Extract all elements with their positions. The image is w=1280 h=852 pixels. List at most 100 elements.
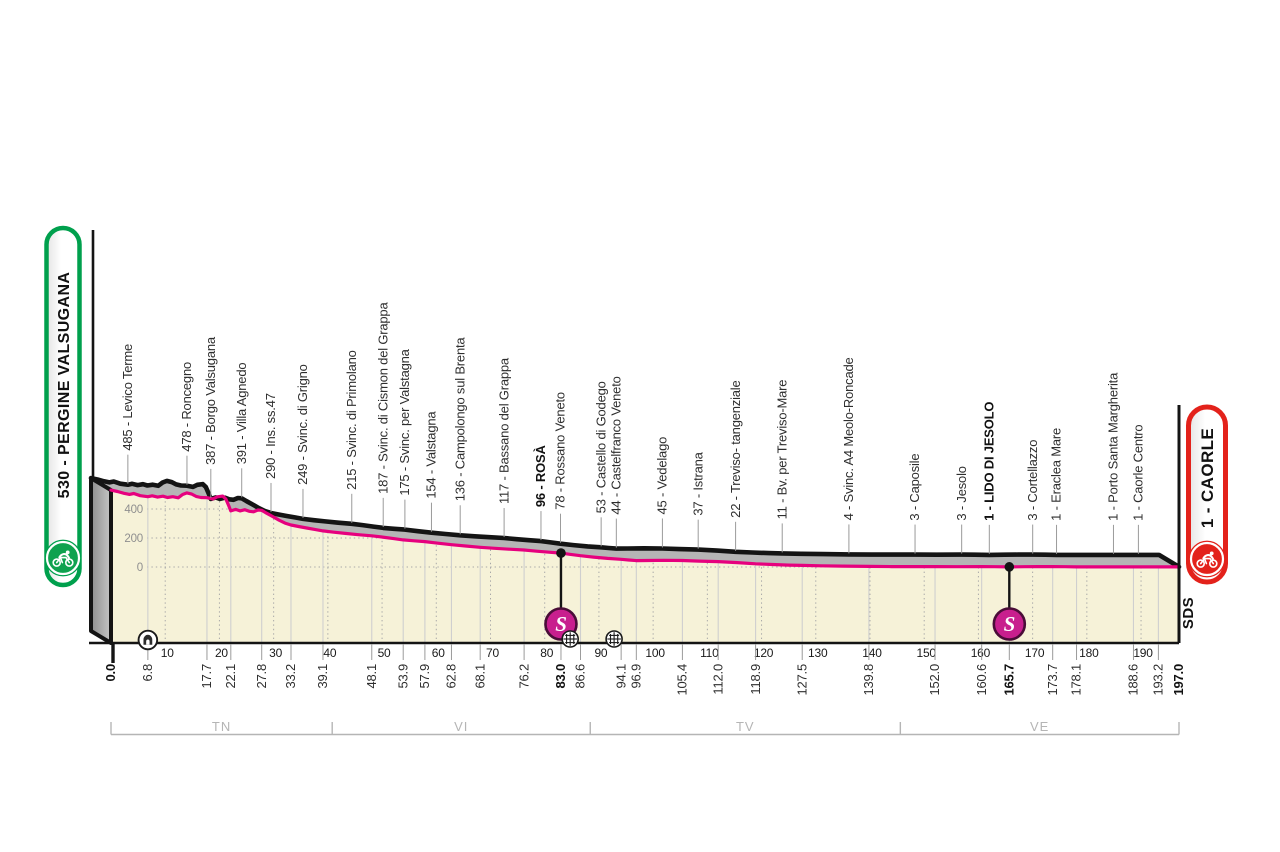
- waypoint-label: 37 - Istrana: [690, 451, 705, 515]
- finish-cyclist-icon: [1188, 540, 1226, 578]
- x-axis-tick-label: 70: [486, 646, 499, 660]
- km-distance-label: 178.1: [1069, 664, 1084, 696]
- waypoint-label: 485 - Levico Terme: [120, 344, 135, 451]
- province-label: VI: [454, 719, 468, 734]
- waypoint-label: 22 - Treviso- tangenziale: [728, 380, 743, 517]
- sds-logo: SDS: [1180, 597, 1197, 629]
- tunnel-icon-door: [146, 639, 150, 645]
- x-axis-tick-label: 80: [540, 646, 553, 660]
- km-distance-label: 17.7: [199, 664, 214, 689]
- km-distance-label: 6.8: [140, 664, 155, 681]
- km-distance-label: 83.0: [553, 664, 568, 689]
- waypoint-label: 154 - Valstagna: [424, 411, 439, 499]
- profile-plot: 10 20 30 40 50 60 70 80 90 100 110 120 130 140 150 160 1…: [88, 230, 1186, 736]
- finish-badge: 1 - CAORLE: [1186, 404, 1228, 585]
- km-distance-label: 94.1: [613, 664, 628, 689]
- province-label: TN: [212, 719, 231, 734]
- waypoint-label: 1 - Caorle Centro: [1131, 425, 1146, 521]
- waypoint-label: 96 - ROSÀ: [533, 444, 548, 507]
- waypoint-label: 4 - Svinc. A4 Meolo-Roncade: [841, 357, 856, 520]
- waypoint-label: 78 - Rossano Veneto: [553, 392, 568, 510]
- x-axis-tick-label: 30: [269, 646, 282, 660]
- x-axis-tick-label: 50: [378, 646, 391, 660]
- profile-line: [109, 488, 1181, 569]
- x-axis-tick-label: 90: [594, 646, 607, 660]
- waypoint-label: 1 - Porto Santa Margherita: [1106, 372, 1121, 521]
- x-axis-tick-label: 10: [161, 646, 174, 660]
- x-axis-tick-label: 160: [971, 646, 991, 660]
- x-axis-tick-label: 60: [432, 646, 445, 660]
- x-axis-tick-label: 20: [215, 646, 228, 660]
- km-distance-label: 27.8: [254, 664, 269, 689]
- y-axis-tick-label: 200: [124, 533, 143, 545]
- x-axis-tick-label: 170: [1025, 646, 1045, 660]
- waypoint-label: 53 - Castello di Godego: [593, 381, 608, 513]
- waypoint-label: 136 - Campolongo sul Brenta: [452, 337, 467, 502]
- sprint-icon: [992, 607, 1027, 641]
- km-distance-label: 105.4: [675, 664, 690, 696]
- x-axis-tick-label: 130: [808, 646, 828, 660]
- sprint-point-dot: [1004, 562, 1015, 572]
- km-distance-label: 22.1: [223, 664, 238, 689]
- km-distance-label: 57.9: [417, 664, 432, 689]
- sprint-s-letter: S: [1004, 612, 1015, 636]
- start-cyclist-icon: [44, 539, 82, 577]
- km-distance-label: 173.7: [1045, 664, 1060, 696]
- km-distance-label: 139.8: [861, 664, 876, 696]
- sprint-s-letter: S: [555, 612, 566, 636]
- x-axis-tick-label: 110: [700, 646, 719, 660]
- province-label: TV: [736, 719, 755, 734]
- waypoint-label: 290 - Ins. ss.47: [263, 393, 278, 479]
- x-axis-tick-label: 100: [645, 646, 665, 660]
- waypoint-label: 391 - Villa Agnedo: [234, 363, 249, 465]
- km-distance-label: 96.9: [629, 664, 644, 689]
- waypoint-label: 3 - Cortellazzo: [1025, 440, 1040, 521]
- km-distance-label: 118.9: [748, 664, 763, 695]
- finish-badge-label: 1 - CAORLE: [1198, 428, 1217, 528]
- waypoint-label: 1 - Eraclea Mare: [1049, 428, 1064, 521]
- start-badge-label: 530 - PERGINE VALSUGANA: [56, 272, 73, 499]
- km-distance-label: 39.1: [315, 664, 330, 689]
- km-distance-label: 188.6: [1126, 664, 1141, 696]
- waypoint-label: 387 - Borgo Valsugana: [203, 336, 218, 465]
- waypoint-label: 11 - Bv. per Treviso-Mare: [774, 380, 789, 520]
- waypoint-label: 187 - Svinc. di Cismon del Grappa: [375, 302, 390, 494]
- waypoint-label: 45 - Vedelago: [655, 437, 670, 515]
- km-distance-label: 53.9: [395, 664, 410, 689]
- finish-badge-frame: [1186, 404, 1228, 585]
- km-distance-label: 197.0: [1171, 664, 1186, 696]
- x-axis-tick-label: 40: [323, 646, 336, 660]
- x-axis-tick-label: 150: [916, 646, 936, 660]
- km-distance-label: 112.0: [710, 664, 725, 695]
- waypoint-label: 175 - Svinc. per Valstagna: [397, 348, 412, 495]
- y-axis-tick-label: 0: [137, 562, 143, 574]
- profile-top-edge: [88, 475, 1182, 570]
- km-distance-label: 62.8: [444, 664, 459, 689]
- km-distance-label: 68.1: [472, 664, 487, 689]
- waypoint-label: 478 - Roncegno: [179, 362, 194, 452]
- km-distance-label: 165.7: [1002, 664, 1017, 696]
- km-distance-label: 0.0: [103, 664, 118, 681]
- x-axis-tick-label: 120: [754, 646, 774, 660]
- x-axis-tick-label: 140: [862, 646, 882, 660]
- x-axis-tick-label: 180: [1079, 646, 1099, 660]
- km-distance-label: 193.2: [1151, 664, 1166, 696]
- x-axis-tick-label: 190: [1133, 646, 1153, 660]
- waypoint-label: 215 - Svinc. di Primolano: [344, 350, 359, 490]
- km-distance-label: 48.1: [364, 664, 379, 689]
- start-badge: 530 - PERGINE VALSUGANA: [44, 225, 82, 588]
- profile-side-face: [89, 476, 113, 645]
- km-distance-label: 86.6: [573, 664, 588, 689]
- km-distance-label: 127.5: [794, 664, 809, 696]
- waypoint-label: 3 - Caposile: [907, 454, 922, 521]
- waypoint-label: 249 - Svinc. di Grigno: [295, 364, 310, 485]
- waypoint-label: 3 - Jesolo: [954, 466, 969, 520]
- start-badge-frame: [44, 225, 82, 588]
- y-axis-tick-label: 400: [124, 504, 143, 516]
- km-distance-label: 76.2: [516, 664, 531, 689]
- province-label: VE: [1030, 719, 1049, 734]
- km-distance-label: 152.0: [927, 664, 942, 696]
- waypoint-label: 117 - Bassano del Grappa: [496, 357, 511, 504]
